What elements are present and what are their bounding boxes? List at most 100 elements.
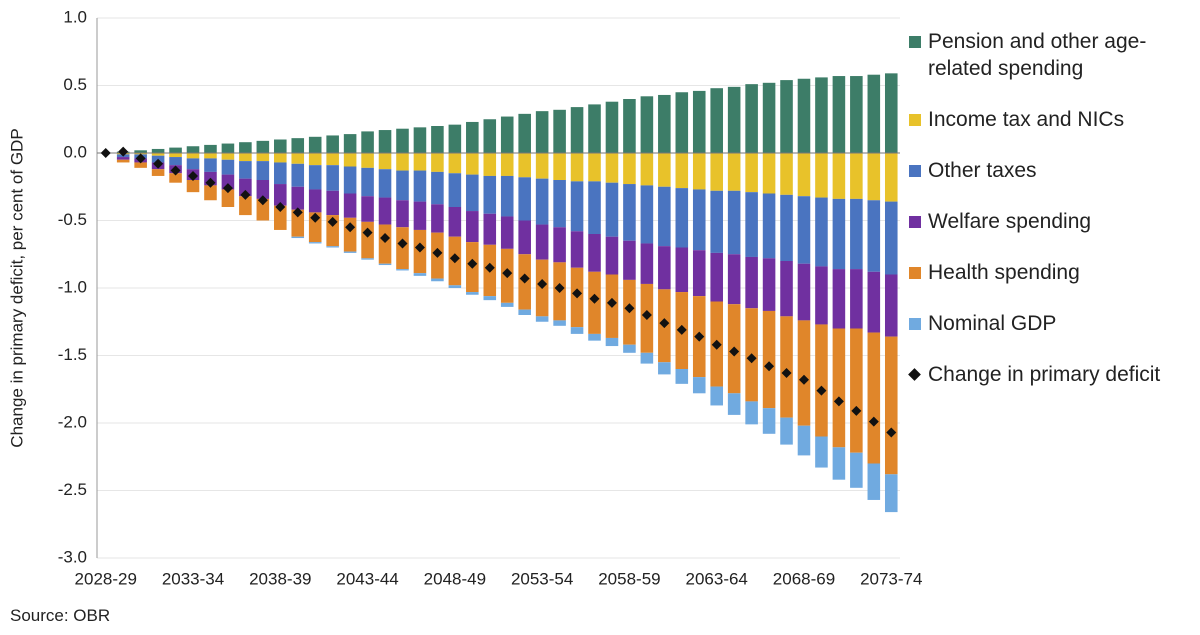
bar-segment: [221, 174, 235, 190]
legend-label: Other taxes: [928, 159, 1037, 182]
bar-segment: [239, 196, 252, 216]
bar-segment: [727, 393, 741, 415]
bar-segment: [343, 166, 357, 194]
bar-segment: [605, 153, 619, 183]
bar-segment: [553, 109, 566, 153]
bar-segment: [396, 200, 409, 228]
legend-swatch: [909, 318, 921, 330]
marker: [624, 303, 635, 314]
bar-segment: [431, 204, 444, 233]
bar-segment: [867, 463, 881, 500]
bar-segment: [640, 185, 654, 244]
bar-segment: [640, 243, 654, 284]
marker: [310, 212, 321, 223]
bar-segment: [797, 320, 811, 426]
legend-item: Nominal GDP: [906, 310, 1196, 337]
marker: [746, 353, 757, 364]
bar-segment: [239, 178, 252, 197]
marker: [100, 148, 111, 158]
bar-segment: [151, 153, 165, 156]
bar-segment: [448, 173, 462, 207]
bar-segment: [815, 436, 828, 468]
x-tick-label: 2033-34: [162, 569, 224, 588]
bar-segment: [745, 84, 758, 153]
bar-segment: [658, 246, 671, 290]
legend-label: Nominal GDP: [928, 312, 1057, 335]
bar-segment: [884, 336, 898, 475]
bar-segment: [378, 130, 392, 153]
legend-label: Health spending: [928, 261, 1080, 284]
legend-label: Income tax and NICs: [928, 108, 1125, 131]
bar-segment: [815, 77, 828, 153]
bar-segment: [431, 278, 444, 282]
bar-segment: [658, 186, 671, 247]
bar-segment: [588, 181, 601, 234]
bar-segment: [658, 362, 671, 375]
bar-segment: [413, 170, 427, 202]
marker: [589, 293, 600, 304]
bar-segment: [745, 256, 758, 309]
bar-segment: [780, 417, 793, 445]
bar-segment: [239, 161, 252, 179]
bar-segment: [832, 269, 846, 329]
bar-segment: [396, 128, 409, 153]
bar-segment: [221, 189, 235, 207]
bar-segment: [396, 269, 409, 271]
bar-segment: [588, 234, 601, 272]
bar-segment: [588, 153, 601, 182]
bar-segment: [361, 258, 374, 260]
bar-segment: [256, 140, 270, 153]
x-tick-label: 2043-44: [336, 569, 398, 588]
legend-label: Welfare spending: [928, 210, 1092, 233]
bar-segment: [692, 189, 706, 251]
marker: [572, 288, 583, 299]
bar-segment: [850, 153, 863, 199]
marker: [135, 153, 146, 164]
bar-segment: [832, 447, 846, 480]
bar-segment: [623, 99, 636, 153]
marker: [886, 427, 897, 438]
bar-segment: [815, 197, 828, 267]
bar-segment: [570, 181, 584, 232]
bar-segment: [308, 136, 322, 153]
bar-segment: [815, 266, 828, 325]
bar-segment: [692, 250, 706, 297]
bar-segment: [815, 324, 828, 437]
bar-segment: [361, 153, 374, 168]
bar-segment: [535, 316, 549, 322]
bar-segment: [448, 285, 462, 288]
bar-segment: [640, 96, 654, 153]
bar-segment: [797, 425, 811, 456]
marker: [205, 177, 216, 188]
legend-swatch: [908, 368, 921, 381]
bar-segment: [867, 271, 881, 333]
bar-segment: [431, 126, 444, 153]
bar-segment: [466, 292, 479, 295]
bar-segment: [500, 116, 514, 153]
bar-segment: [762, 193, 776, 259]
bar-segment: [483, 296, 497, 301]
bar-segment: [727, 86, 741, 153]
y-tick-label: -2.0: [58, 412, 87, 431]
bar-segment: [169, 157, 182, 166]
bar-segment: [623, 344, 636, 353]
bar-segment: [204, 153, 217, 159]
bar-segment: [431, 153, 444, 172]
bar-segment: [623, 240, 636, 280]
marker: [729, 346, 740, 357]
marker: [449, 253, 460, 264]
marker: [257, 195, 268, 206]
bar-segment: [291, 163, 305, 187]
bar-segment: [780, 261, 793, 317]
bar-segment: [186, 146, 200, 153]
bar-segment: [570, 327, 584, 334]
y-axis-label: Change in primary deficit, per cent of G…: [7, 128, 26, 447]
bar-segment: [884, 73, 898, 153]
bar-segment: [396, 153, 409, 171]
x-tick-label: 2073-74: [860, 569, 922, 588]
marker: [467, 258, 478, 269]
bar-segment: [570, 153, 584, 182]
x-tick-label: 2058-59: [598, 569, 660, 588]
bar-segment: [204, 144, 217, 153]
bar-segment: [850, 76, 863, 153]
